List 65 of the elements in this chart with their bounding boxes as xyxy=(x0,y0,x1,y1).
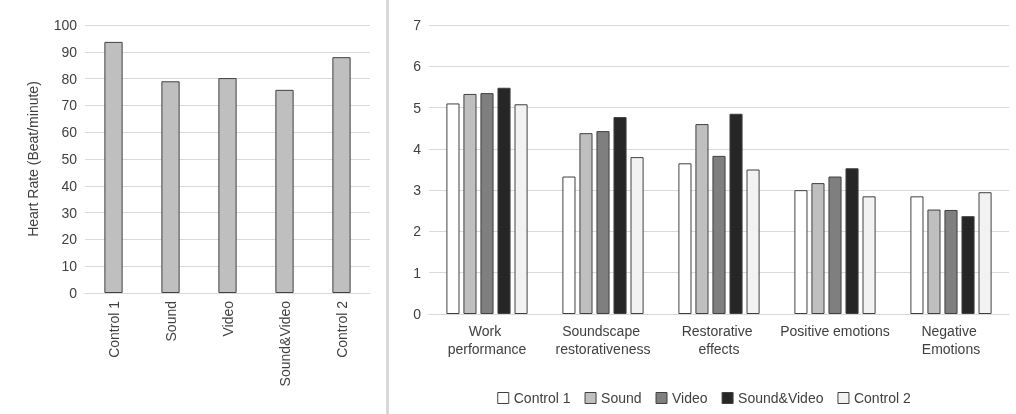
bar xyxy=(630,157,644,314)
y-tick-label: 40 xyxy=(61,177,78,194)
y-tick-label: 100 xyxy=(53,17,78,33)
bar xyxy=(729,113,743,314)
bar xyxy=(613,117,627,314)
bar xyxy=(104,41,123,293)
legend-label: Sound xyxy=(601,390,642,406)
bar xyxy=(446,103,460,314)
y-tick-label: 3 xyxy=(413,182,422,199)
bar xyxy=(794,190,808,314)
y-tick-label: 0 xyxy=(413,306,422,322)
bar xyxy=(811,183,825,314)
bar xyxy=(161,81,180,293)
y-tick-label: 1 xyxy=(413,264,422,281)
y-tick-label: 4 xyxy=(413,140,422,157)
legend-label: Control 2 xyxy=(853,390,911,406)
y-tick-label: 70 xyxy=(61,97,78,114)
bar xyxy=(961,216,975,314)
bar xyxy=(218,78,237,293)
y-tick-label: 7 xyxy=(413,17,422,33)
x-tick-label: Video xyxy=(219,300,236,337)
bar xyxy=(845,168,859,314)
bar xyxy=(579,133,593,314)
x-tick-label: Sound&Video xyxy=(276,300,293,387)
bar xyxy=(927,209,941,314)
legend-label: Sound&Video xyxy=(738,390,824,406)
y-tick-label: 80 xyxy=(61,70,78,87)
bar xyxy=(910,196,924,314)
y-tick-label: 30 xyxy=(61,204,78,221)
y-tick-label: 10 xyxy=(61,258,78,275)
bar xyxy=(862,196,876,314)
bar xyxy=(596,131,610,314)
legend-label: Control 1 xyxy=(513,390,571,406)
y-tick-label: 50 xyxy=(61,151,78,167)
bar xyxy=(828,176,842,314)
y-axis-title: Heart Rate (Beat/minute) xyxy=(25,81,41,237)
bar xyxy=(497,87,511,314)
y-tick-label: 60 xyxy=(61,124,78,141)
legend-label: Video xyxy=(672,390,708,406)
y-tick-label: 2 xyxy=(413,223,422,240)
bar xyxy=(562,176,576,314)
x-tick-label: Work performance xyxy=(447,323,527,357)
bar xyxy=(463,93,477,314)
y-tick-label: 20 xyxy=(61,231,78,248)
bar xyxy=(678,163,692,314)
bar xyxy=(944,209,958,314)
x-tick-label: Restorative effects xyxy=(681,323,757,357)
x-tick-label: Sound xyxy=(162,301,179,342)
bar xyxy=(275,89,294,293)
x-tick-label: Control 1 xyxy=(105,300,122,358)
y-tick-label: 6 xyxy=(413,58,422,75)
bar xyxy=(332,57,351,293)
bar xyxy=(746,169,760,314)
x-tick-label: Negative Emotions xyxy=(921,323,981,357)
bar xyxy=(480,93,494,314)
y-tick-label: 5 xyxy=(413,99,422,116)
y-tick-label: 0 xyxy=(69,285,78,301)
bar xyxy=(712,155,726,314)
bar xyxy=(978,192,992,314)
x-tick-label: Soundscape restorativeness xyxy=(555,323,651,357)
x-tick-label: Positive emotions xyxy=(780,323,890,339)
x-tick-label: Control 2 xyxy=(333,300,350,358)
bar xyxy=(695,124,709,314)
y-tick-label: 90 xyxy=(61,43,78,60)
bar xyxy=(514,104,528,314)
